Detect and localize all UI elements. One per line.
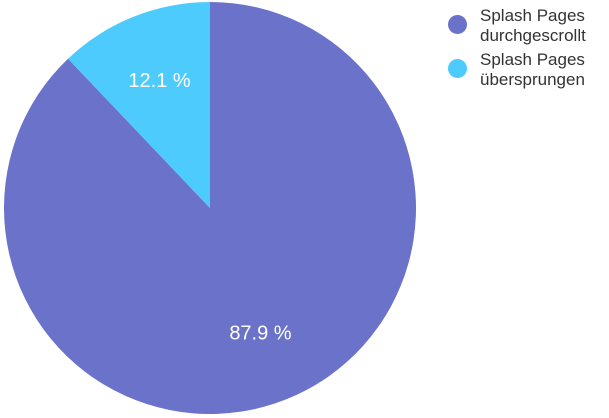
slice-label-uebersprungen: 12.1 % — [128, 70, 190, 92]
legend-item-durchgescrollt[interactable]: Splash Pages durchgescrollt — [448, 6, 608, 46]
legend-item-uebersprungen[interactable]: Splash Pages übersprungen — [448, 50, 608, 90]
slice-label-durchgescrollt: 87.9 % — [229, 323, 291, 345]
legend-swatch-durchgescrollt — [448, 15, 467, 34]
chart-legend: Splash Pages durchgescrollt Splash Pages… — [448, 6, 608, 94]
pie-slice-uebersprungen[interactable] — [68, 2, 210, 208]
legend-swatch-uebersprungen — [448, 59, 467, 78]
legend-label-uebersprungen: Splash Pages übersprungen — [480, 50, 585, 89]
pie-chart: 87.9 % 12.1 % — [4, 2, 417, 414]
legend-label-durchgescrollt: Splash Pages durchgescrollt — [480, 6, 586, 45]
